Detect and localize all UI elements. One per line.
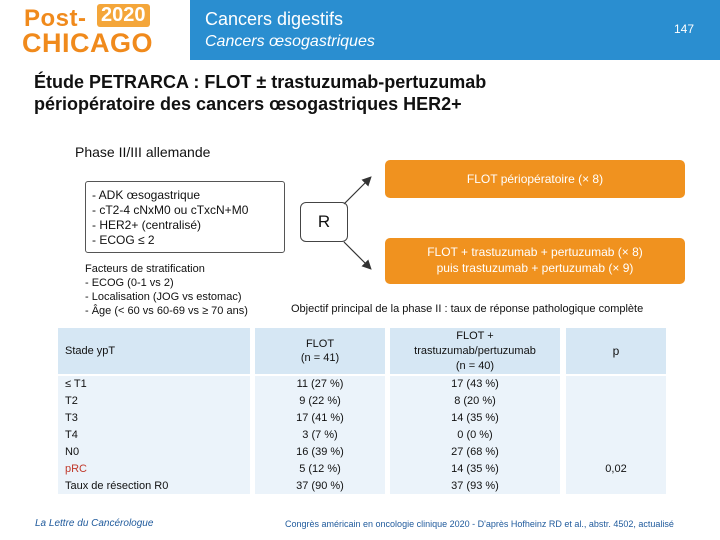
stratification-item: - Localisation (JOG vs estomac) (85, 291, 242, 303)
row-label: Taux de résection R0 (65, 480, 169, 492)
footer-source: Congrès américain en oncologie clinique … (285, 519, 674, 529)
stratification-title: Facteurs de stratification (85, 263, 205, 275)
row-trastu: 17 (43 %) (451, 378, 499, 390)
row-label: T2 (65, 395, 78, 407)
row-flot: 9 (22 %) (299, 395, 341, 407)
population-item: - ECOG ≤ 2 (92, 233, 155, 247)
population-item: - ADK œsogastrique (92, 188, 201, 202)
header-trastu-line1: FLOT + (456, 329, 494, 342)
row-label: T4 (65, 429, 78, 441)
row-trastu: 8 (20 %) (454, 395, 496, 407)
header-flot-line1: FLOT (305, 338, 335, 350)
header: Post- 2020 CHICAGO Cancers digestifs Can… (0, 0, 720, 60)
logo-city: CHICAGO (22, 28, 153, 58)
header-trastu-line3: (n = 40) (455, 359, 495, 372)
row-trastu: 14 (35 %) (451, 412, 499, 424)
arm-flot-trastuzumab: FLOT + trastuzumab + pertuzumab (× 8) pu… (385, 238, 685, 284)
table-body-trastu (390, 376, 560, 494)
stratification-block: Facteurs de stratification - ECOG (0-1 v… (85, 262, 248, 318)
header-trastu: FLOT + trastuzumab/pertuzumab (n = 40) (390, 328, 560, 374)
section-subtitle: Cancers œsogastriques (205, 33, 375, 50)
arm-flot: FLOT périopératoire (× 8) (385, 160, 685, 198)
randomization-box: R (300, 202, 348, 242)
row-label: ≤ T1 (65, 378, 87, 390)
header-flot: FLOT (n = 41) (255, 328, 385, 374)
page-title-line1: Étude PETRARCA : FLOT ± trastuzumab-pert… (34, 72, 487, 92)
logo: Post- 2020 CHICAGO (0, 0, 190, 58)
p-value: 0,02 (605, 463, 627, 475)
row-label-prc: pRC (65, 463, 88, 475)
row-flot: 11 (27 %) (296, 378, 344, 390)
row-trastu: 37 (93 %) (451, 480, 499, 492)
row-trastu: 27 (68 %) (451, 446, 499, 458)
row-flot: 37 (90 %) (296, 480, 344, 492)
footer-journal: La Lettre du Cancérologue (35, 518, 154, 529)
header-stade: Stade ypT (58, 328, 250, 374)
population-item: - cT2-4 cNxM0 ou cTxcN+M0 (92, 203, 249, 217)
stratification-item: - Âge (< 60 vs 60-69 vs ≥ 70 ans) (85, 305, 248, 317)
row-flot: 17 (41 %) (296, 412, 344, 424)
population-box: - ADK œsogastrique - cT2-4 cNxM0 ou cTxc… (85, 181, 285, 253)
section-title: Cancers digestifs (205, 9, 344, 29)
page-number: 147 (673, 22, 694, 36)
row-flot: 5 (12 %) (299, 463, 341, 475)
stratification-item: - ECOG (0-1 vs 2) (85, 277, 174, 289)
population-item: - HER2+ (centralisé) (92, 218, 202, 232)
page-title: Étude PETRARCA : FLOT ± trastuzumab-pert… (34, 71, 654, 115)
row-flot: 3 (7 %) (302, 429, 338, 441)
row-label: N0 (65, 446, 80, 458)
arm2-line1: FLOT + trastuzumab + pertuzumab (× 8) (427, 245, 643, 259)
study-phase: Phase II/III allemande (75, 144, 211, 160)
arrow-up (343, 176, 372, 205)
logo-post: Post- (24, 5, 87, 32)
table-body-flot (255, 376, 385, 494)
row-label: T3 (65, 412, 78, 424)
arrow-down (343, 241, 372, 270)
primary-objective: Objectif principal de la phase II : taux… (291, 303, 644, 315)
row-trastu: 0 (0 %) (457, 429, 493, 441)
page-title-line2: périopératoire des cancers œsogastriques… (34, 94, 462, 114)
row-flot: 16 (39 %) (296, 446, 344, 458)
table-body-stade (58, 376, 250, 494)
arm2-line2: puis trastuzumab + pertuzumab (× 9) (436, 261, 634, 275)
row-trastu: 14 (35 %) (451, 463, 499, 475)
header-band (190, 0, 720, 60)
header-flot-line2: (n = 41) (300, 352, 340, 364)
header-p: p (566, 328, 666, 374)
header-trastu-line2: trastuzumab/pertuzumab (414, 344, 536, 357)
randomization-arrows (343, 176, 372, 270)
table-body-p (566, 376, 666, 494)
logo-year: 2020 (97, 4, 150, 27)
